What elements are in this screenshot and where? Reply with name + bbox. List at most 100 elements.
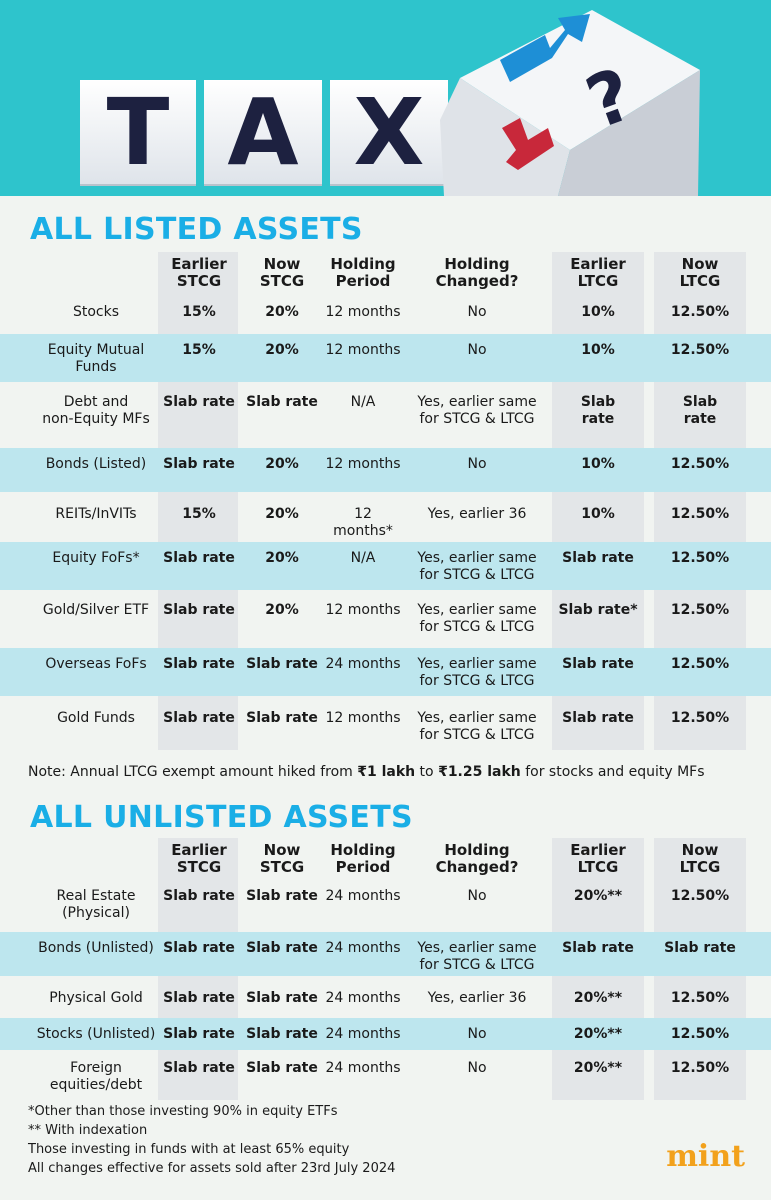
asset-name-cell: Bonds (Listed) <box>31 456 161 473</box>
asset-name-cell: Gold Funds <box>31 710 161 727</box>
cell-line: Slab rate <box>562 940 634 956</box>
cell-line: Slab rate <box>163 602 235 618</box>
cell-line: Yes, earlier same <box>417 710 537 726</box>
cell-changed: No <box>407 1026 547 1043</box>
cell-now-stcg: 20% <box>242 506 322 523</box>
tax-banner: T A X ? <box>0 0 771 196</box>
cell-now-ltcg: 12.50% <box>655 710 745 727</box>
cell-line: Slab rate <box>163 1026 235 1042</box>
cell-line: Yes, earlier same <box>417 656 537 672</box>
cell-line: 10% <box>581 342 615 358</box>
cell-line: for STCG & LTCG <box>419 619 535 635</box>
cell-now-stcg: 20% <box>242 304 322 321</box>
cell-changed: No <box>407 888 547 905</box>
cell-now-stcg: Slab rate <box>242 710 322 727</box>
cell-earlier-stcg: 15% <box>159 342 239 359</box>
column-header-line: Holding <box>330 841 396 859</box>
cell-line: 24 months <box>325 1026 401 1042</box>
cell-earlier-stcg: Slab rate <box>159 550 239 567</box>
cell-line: 12.50% <box>670 990 730 1006</box>
note-prefix: Note: Annual LTCG exempt amount hiked fr… <box>28 764 358 780</box>
cell-line: 20%** <box>573 888 623 904</box>
cell-line: 12.50% <box>670 1026 730 1042</box>
cell-period: 24 months <box>323 888 403 905</box>
cell-line: 12 months <box>325 304 401 320</box>
cell-line: 10% <box>581 304 615 320</box>
cell-period: 12 months <box>323 710 403 727</box>
cell-earlier-ltcg: 10% <box>553 456 643 473</box>
cell-line: No <box>467 342 487 358</box>
row-shade <box>0 542 771 590</box>
cell-line: 20%** <box>573 1060 623 1076</box>
cell-line: N/A <box>350 550 376 566</box>
column-header: Now STCG <box>242 256 322 290</box>
cell-earlier-stcg: Slab rate <box>159 602 239 619</box>
cell-earlier-ltcg: Slab rate <box>553 710 643 727</box>
cell-line: Slab <box>682 394 718 410</box>
cell-changed: No <box>407 304 547 321</box>
cell-line: 24 months <box>325 656 401 672</box>
column-header-line: Earlier <box>171 841 227 859</box>
cell-line: 15% <box>182 304 216 320</box>
cell-line: 12.50% <box>670 602 730 618</box>
cell-now-ltcg: 12.50% <box>655 1060 745 1077</box>
cell-line: 12.50% <box>670 506 730 522</box>
cell-line: 12.50% <box>670 1060 730 1076</box>
cell-now-ltcg: 12.50% <box>655 656 745 673</box>
cell-line: 12 months <box>325 602 401 618</box>
column-header: Now LTCG <box>655 256 745 290</box>
cell-period: N/A <box>323 550 403 567</box>
cell-earlier-stcg: Slab rate <box>159 456 239 473</box>
column-header-line: Earlier <box>570 841 626 859</box>
cell-line: for STCG & LTCG <box>419 957 535 973</box>
cell-line: 24 months <box>325 888 401 904</box>
note-mid: to <box>415 764 439 780</box>
cell-line: 12.50% <box>670 304 730 320</box>
column-header-line: LTCG <box>577 272 619 290</box>
cell-now-stcg: 20% <box>242 456 322 473</box>
cell-line: Yes, earlier same <box>417 394 537 410</box>
cell-period: 24 months <box>323 1026 403 1043</box>
cell-line: rate <box>683 411 717 427</box>
cell-line: Overseas FoFs <box>45 656 147 672</box>
cell-line: Slab rate <box>246 1060 318 1076</box>
cell-line: 12 months <box>325 342 401 358</box>
column-header-line: STCG <box>259 858 305 876</box>
cell-changed: Yes, earlier same for STCG & LTCG <box>407 656 547 690</box>
cell-line: Foreign <box>70 1060 122 1076</box>
cell-now-ltcg: 12.50% <box>655 550 745 567</box>
cell-line: Slab rate <box>163 1060 235 1076</box>
cell-now-ltcg: 12.50% <box>655 456 745 473</box>
mint-logo: mint <box>666 1139 745 1174</box>
cell-now-stcg: 20% <box>242 342 322 359</box>
cell-line: 20% <box>265 342 299 358</box>
cell-line: Slab rate <box>246 940 318 956</box>
cube-top-face <box>460 10 700 150</box>
footnote-2: ** With indexation <box>28 1123 148 1138</box>
cell-line: Yes, earlier same <box>417 940 537 956</box>
asset-name-cell: Real Estate (Physical) <box>31 888 161 922</box>
arrow-down-icon <box>502 118 554 170</box>
column-header: Holding Period <box>323 842 403 876</box>
asset-name-cell: Debt and non-Equity MFs <box>31 394 161 428</box>
cell-earlier-ltcg: Slab rate* <box>553 602 643 619</box>
column-header-line: Changed? <box>435 858 519 876</box>
cell-line: Yes, earlier 36 <box>427 990 527 1006</box>
cell-changed: No <box>407 456 547 473</box>
cell-line: 20% <box>265 304 299 320</box>
column-header-line: Changed? <box>435 272 519 290</box>
cell-line: 12 months <box>325 456 401 472</box>
column-header-line: LTCG <box>679 272 721 290</box>
asset-name-cell: REITs/InVITs <box>31 506 161 523</box>
note-suffix: for stocks and equity MFs <box>520 764 705 780</box>
cell-line: Slab rate <box>246 1026 318 1042</box>
cell-line: No <box>467 456 487 472</box>
cell-line: Slab rate <box>163 710 235 726</box>
cell-earlier-ltcg: 20%** <box>553 888 643 905</box>
cell-line: 15% <box>182 506 216 522</box>
cell-earlier-ltcg: 10% <box>553 304 643 321</box>
cell-line: for STCG & LTCG <box>419 673 535 689</box>
cell-earlier-ltcg: Slab rate <box>553 394 643 428</box>
asset-name-cell: Stocks <box>31 304 161 321</box>
column-header-line: Earlier <box>171 255 227 273</box>
